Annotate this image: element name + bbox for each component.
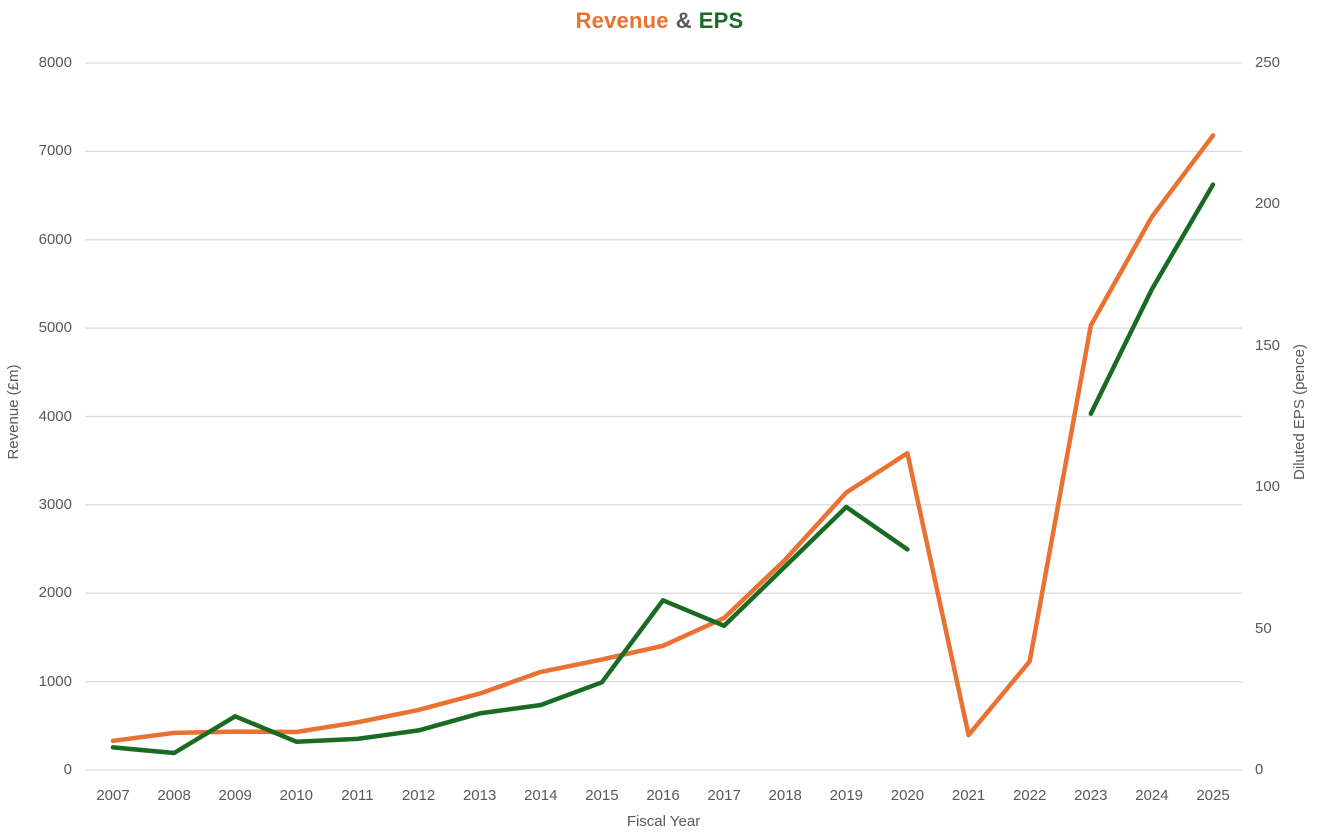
chart-title-separator: & bbox=[675, 8, 692, 33]
x-axis-tick-label: 2012 bbox=[401, 787, 436, 804]
right-y-axis-tick-label: 50 bbox=[1255, 619, 1272, 637]
right-y-axis-tick-label: 0 bbox=[1255, 761, 1264, 778]
eps-line bbox=[110, 182, 1216, 756]
x-axis-tick-label: 2025 bbox=[1196, 787, 1230, 804]
x-axis-tick-label: 2016 bbox=[646, 787, 680, 804]
right-y-axis-tick-label: 100 bbox=[1255, 478, 1281, 496]
left-y-axis-tick-label: 2000 bbox=[38, 584, 72, 602]
right-y-axis-tick-label: 200 bbox=[1255, 195, 1281, 213]
x-axis-tick-label: 2008 bbox=[157, 787, 191, 804]
right-y-axis-title: Diluted EPS (pence) bbox=[1291, 344, 1308, 480]
revenue-line bbox=[110, 133, 1216, 744]
x-axis-tick-label: 2022 bbox=[1012, 787, 1047, 804]
x-axis-tick-label: 2014 bbox=[524, 787, 558, 804]
x-axis-tick-label: 2010 bbox=[279, 787, 314, 804]
x-axis-tick-label: 2018 bbox=[768, 787, 802, 804]
chart-title-eps: EPS bbox=[698, 8, 744, 33]
x-axis-tick-label: 2009 bbox=[218, 787, 252, 804]
x-axis-tick-label: 2007 bbox=[96, 787, 130, 804]
left-y-axis-tick-label: 5000 bbox=[38, 319, 72, 337]
left-y-axis-title: Revenue (£m) bbox=[5, 364, 22, 460]
x-axis-title: Fiscal Year bbox=[626, 813, 701, 830]
left-y-axis-tick-label: 7000 bbox=[38, 142, 72, 160]
x-axis-tick-label: 2023 bbox=[1074, 787, 1108, 804]
right-y-axis-tick-label: 150 bbox=[1255, 336, 1281, 354]
left-y-axis-tick-label: 8000 bbox=[38, 54, 72, 71]
x-axis-tick-label: 2015 bbox=[585, 787, 619, 804]
x-axis-tick-label: 2019 bbox=[829, 787, 864, 804]
x-axis-tick-label: 2013 bbox=[462, 787, 497, 804]
left-y-axis-tick-label: 6000 bbox=[38, 230, 72, 248]
left-y-axis-tick-label: 3000 bbox=[38, 495, 72, 513]
left-y-axis-tick-label: 0 bbox=[63, 761, 72, 778]
left-y-axis-tick-label: 4000 bbox=[38, 407, 72, 425]
x-axis-tick-label: 2017 bbox=[707, 787, 741, 804]
x-axis-tick-label: 2021 bbox=[951, 787, 986, 804]
x-axis-tick-label: 2011 bbox=[341, 787, 374, 804]
chart-title: Revenue & EPS bbox=[0, 8, 1319, 34]
right-y-axis-tick-label: 250 bbox=[1255, 54, 1281, 71]
x-axis-tick-label: 2024 bbox=[1135, 787, 1169, 804]
left-y-axis-tick-label: 1000 bbox=[38, 672, 72, 690]
chart-title-revenue: Revenue bbox=[575, 8, 669, 33]
x-axis-tick-label: 2020 bbox=[890, 787, 925, 804]
